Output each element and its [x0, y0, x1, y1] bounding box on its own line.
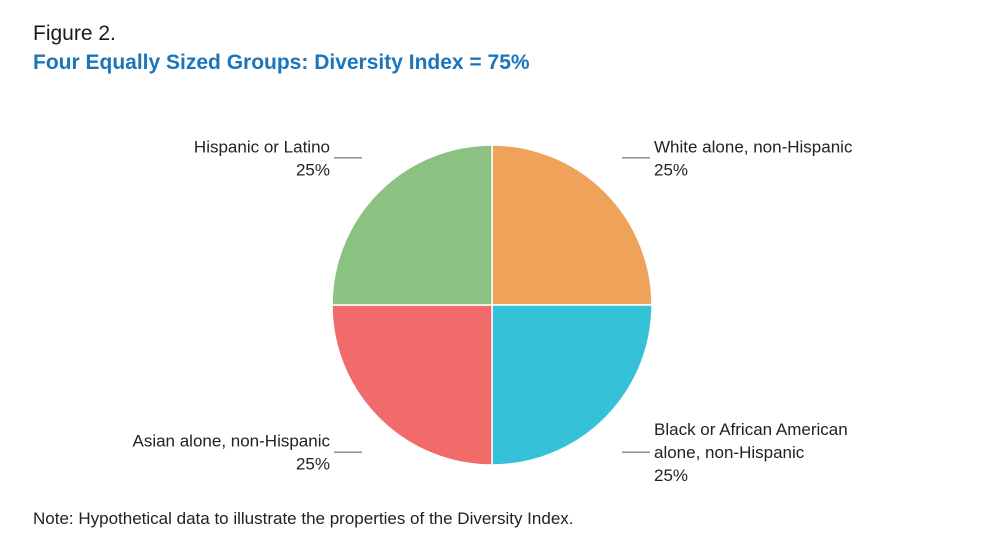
pie-slice-white-alone-non-hispanic — [491, 144, 653, 306]
slice-label-black-or-african-american-alone-non-hispanic: Black or African American — [654, 420, 848, 439]
slice-label-black-or-african-american-alone-non-hispanic-line2: alone, non-Hispanic — [654, 443, 805, 462]
pie-slice-hispanic-or-latino — [331, 144, 493, 306]
pie-slice-black-or-african-american-alone-non-hispanic — [491, 304, 653, 466]
pie-slice-asian-alone-non-hispanic — [331, 304, 493, 466]
slice-value-label-black-or-african-american-alone-non-hispanic: 25% — [654, 466, 688, 485]
chart-title: Four Equally Sized Groups: Diversity Ind… — [33, 51, 530, 74]
slice-value-label-hispanic-or-latino: 25% — [296, 160, 330, 179]
slice-label-asian-alone-non-hispanic: Asian alone, non-Hispanic — [132, 432, 330, 451]
slice-label-white-alone-non-hispanic: White alone, non-Hispanic — [654, 137, 853, 156]
slice-value-label-asian-alone-non-hispanic: 25% — [296, 455, 330, 474]
figure-label: Figure 2. — [33, 22, 116, 45]
chart-note: Note: Hypothetical data to illustrate th… — [33, 509, 574, 528]
slice-value-label-white-alone-non-hispanic: 25% — [654, 160, 688, 179]
slice-label-hispanic-or-latino: Hispanic or Latino — [194, 137, 330, 156]
